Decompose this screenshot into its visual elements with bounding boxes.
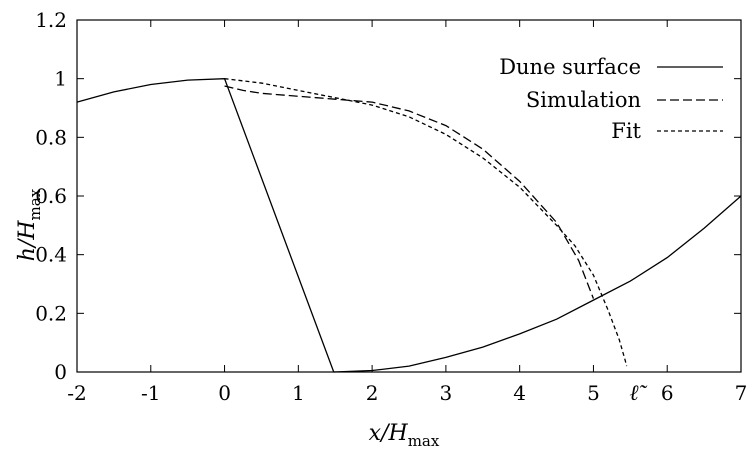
series-line-simulation xyxy=(224,85,595,299)
x-tick-label: 7 xyxy=(735,381,748,405)
y-tick-label: 0.8 xyxy=(35,125,67,149)
series-simulation xyxy=(224,85,595,299)
y-tick-label: 0.6 xyxy=(35,184,67,208)
series-line-dune-surface xyxy=(76,78,335,373)
y-axis-label: h/Hmax xyxy=(15,188,44,261)
x-tick-label: 1 xyxy=(292,381,305,405)
x-tick-label: 6 xyxy=(661,381,674,405)
x-tick-label: 3 xyxy=(440,381,453,405)
series-line-fit xyxy=(224,78,628,367)
legend-label-simulation: Simulation xyxy=(526,88,641,112)
axes: -2 -1 0 1 2 3 4 5 6 7 0 0.2 0.4 0.6 0.8 1 1.2 xyxy=(35,8,747,405)
x-tick-label: 2 xyxy=(366,381,379,405)
x-tick-label: -2 xyxy=(67,381,86,405)
x-axis-label: x/Hmax xyxy=(369,421,440,450)
plot-frame xyxy=(76,19,742,373)
x-tick-label: 0 xyxy=(218,381,231,405)
y-axis-label-sub: max xyxy=(26,188,44,220)
x-tick-label: -1 xyxy=(141,381,160,405)
y-tick-label: 0 xyxy=(54,360,67,384)
legend: Dune surface Simulation Fit xyxy=(499,55,723,143)
x-tick-label: 4 xyxy=(513,381,526,405)
y-axis-label-main: h/H xyxy=(15,220,40,262)
series-fit xyxy=(224,78,628,367)
y-tick-label: 0.4 xyxy=(35,243,67,267)
legend-label-dune-surface: Dune surface xyxy=(499,55,641,79)
series-line-dune-surface xyxy=(333,195,742,373)
ell-tilde-annotation: ℓ̃ xyxy=(629,381,647,406)
y-tick-label: 0.2 xyxy=(35,301,67,325)
x-tick-label: 5 xyxy=(587,381,600,405)
legend-label-fit: Fit xyxy=(611,119,641,143)
x-axis-label-sub: max xyxy=(408,432,440,450)
series-layer xyxy=(76,78,742,373)
y-tick-label: 1 xyxy=(54,67,67,91)
x-axis-label-main: x/H xyxy=(369,421,409,446)
y-tick-label: 1.2 xyxy=(35,8,67,32)
series-dune-surface xyxy=(76,78,742,373)
